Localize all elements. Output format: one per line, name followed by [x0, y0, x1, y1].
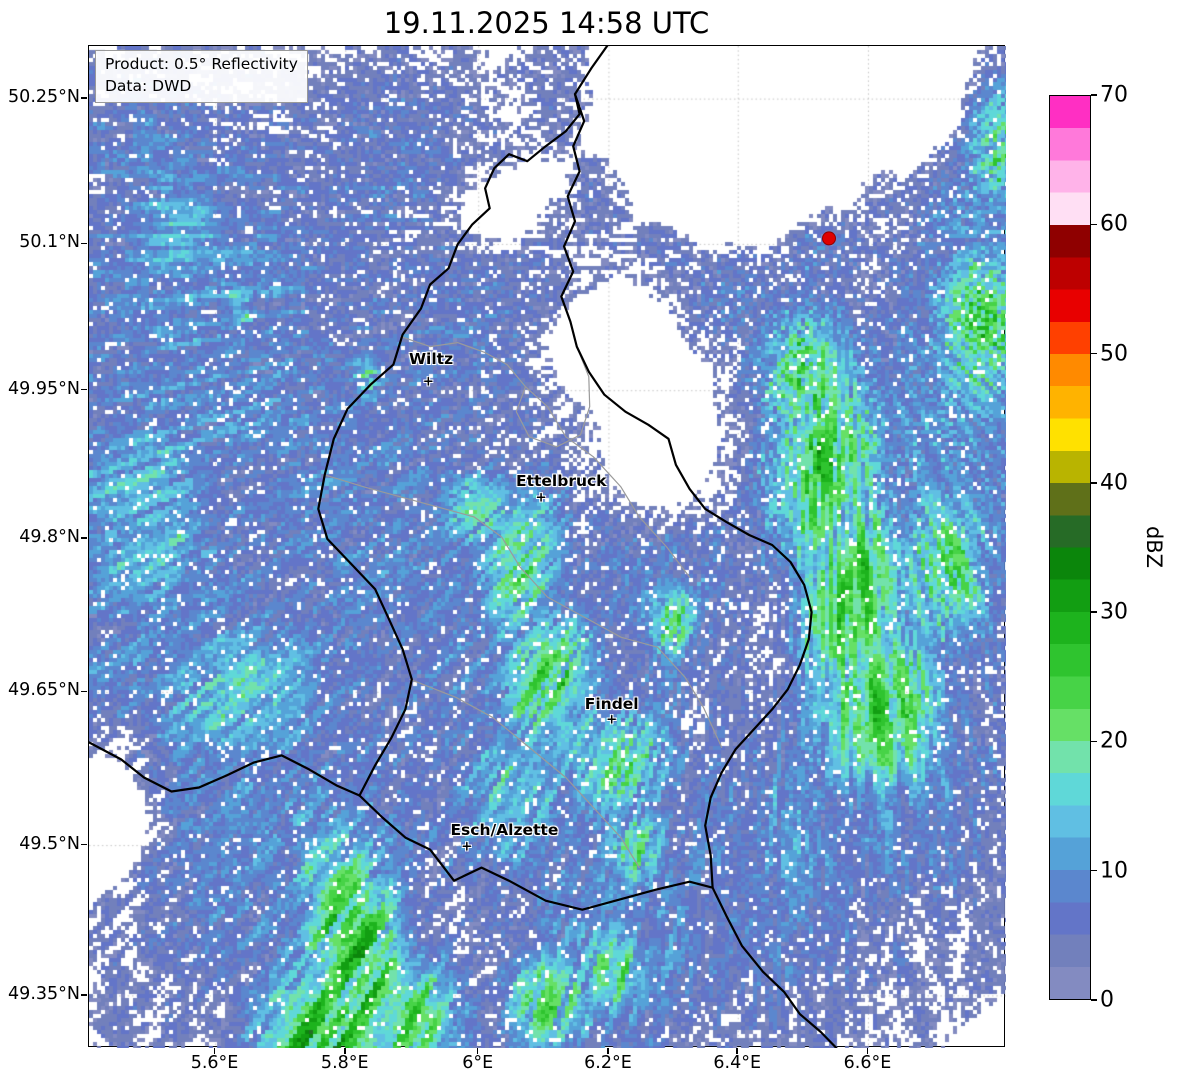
lon-tick-mark: [736, 1048, 738, 1054]
reflectivity-canvas: [89, 46, 1006, 1048]
district-border-line: [400, 336, 591, 448]
lat-tick-label: 49.35°N: [8, 983, 80, 1004]
country-border-line: [560, 92, 813, 889]
lon-tick-mark: [607, 1048, 609, 1054]
city-label: Wiltz: [408, 349, 454, 368]
lat-tick-mark: [81, 994, 87, 996]
lat-tick-label: 50.1°N: [19, 232, 80, 253]
colorbar-tick-mark: [1091, 94, 1097, 96]
map-overlay: [89, 46, 838, 1048]
colorbar-tick-mark: [1091, 869, 1097, 872]
city-label: Esch/Alzette: [450, 820, 559, 839]
colorbar-tick-label: 70: [1100, 82, 1128, 108]
lon-tick-label: 5.8°E: [320, 1053, 369, 1073]
product-line: Product: 0.5° Reflectivity: [105, 55, 298, 73]
colorbar-tick-label: 30: [1100, 599, 1128, 625]
colorbar-tick-label: 40: [1100, 470, 1128, 496]
colorbar-tick-mark: [1091, 223, 1097, 226]
map-plot: Product: 0.5° Reflectivity Data: DWD Wil…: [88, 45, 1006, 1048]
lon-tick-label: 6.6°E: [843, 1053, 892, 1073]
district-border-line: [524, 386, 691, 578]
lon-tick-label: 5.6°E: [190, 1053, 239, 1073]
colorbar-tick-label: 20: [1100, 728, 1128, 754]
lon-tick-label: 6°E: [462, 1053, 494, 1073]
colorbar-tick-mark: [1091, 482, 1097, 484]
lon-tick-mark: [866, 1048, 869, 1054]
lat-tick-label: 49.65°N: [8, 680, 80, 701]
colorbar-tick-label: 0: [1100, 987, 1114, 1013]
lat-tick-label: 49.5°N: [19, 833, 80, 854]
colorbar-tick-mark: [1091, 611, 1097, 613]
colorbar-tick-mark: [1091, 740, 1097, 743]
city-marker-icon: +: [606, 712, 618, 728]
figure-title: 19.11.2025 14:58 UTC: [383, 6, 710, 40]
country-border-line: [358, 794, 838, 1048]
city-marker-icon: +: [422, 374, 434, 390]
lat-tick-label: 49.95°N: [8, 378, 80, 399]
lat-tick-mark: [81, 843, 87, 846]
city-marker-icon: +: [535, 490, 547, 506]
lat-tick-label: 50.25°N: [8, 87, 80, 108]
colorbar-tick-label: 60: [1100, 211, 1128, 237]
lat-tick-mark: [81, 690, 87, 693]
colorbar-tick-label: 50: [1100, 341, 1128, 367]
lon-tick-label: 6.4°E: [713, 1053, 762, 1073]
colorbar-gradient: [1050, 96, 1090, 999]
city-label: Ettelbruck: [515, 471, 607, 490]
city-marker-icon: +: [461, 839, 473, 855]
colorbar-tick-mark: [1091, 999, 1097, 1001]
lon-tick-mark: [213, 1048, 216, 1054]
lat-tick-mark: [81, 97, 87, 99]
lat-tick-label: 49.8°N: [19, 526, 80, 547]
colorbar-unit-label: dBZ: [1142, 525, 1166, 569]
country-border-line: [89, 741, 361, 797]
district-border-line: [409, 678, 640, 869]
lat-tick-mark: [81, 388, 87, 391]
colorbar: [1049, 95, 1091, 1000]
colorbar-tick-mark: [1091, 352, 1097, 355]
lat-tick-mark: [81, 242, 87, 245]
district-border-line: [324, 474, 723, 749]
city-label: Findel: [584, 695, 639, 714]
lon-tick-mark: [476, 1048, 479, 1054]
lon-tick-label: 6.2°E: [584, 1053, 632, 1073]
product-info-box: Product: 0.5° Reflectivity Data: DWD: [95, 50, 308, 104]
radar-site-marker: [822, 231, 836, 246]
lat-tick-mark: [81, 537, 87, 539]
colorbar-tick-label: 10: [1100, 858, 1128, 884]
country-border-line: [317, 46, 609, 797]
data-source-line: Data: DWD: [105, 76, 192, 95]
lon-tick-mark: [344, 1048, 346, 1054]
